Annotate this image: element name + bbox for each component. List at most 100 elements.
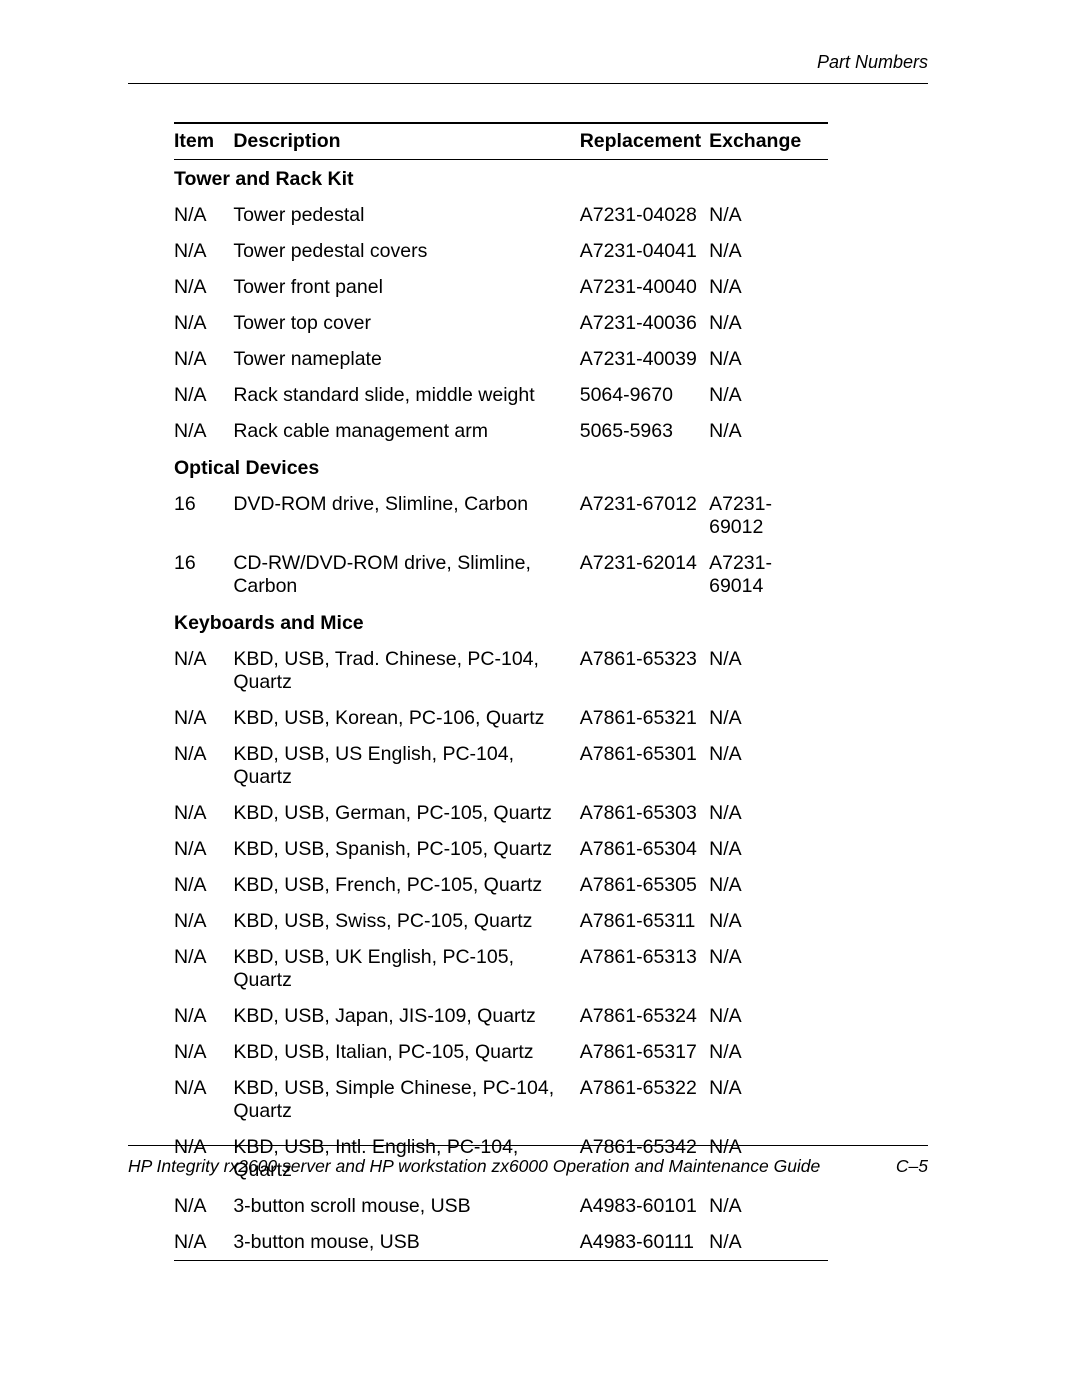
cell-item: 16	[174, 486, 233, 545]
cell-item: N/A	[174, 1188, 233, 1224]
table-row: N/AKBD, USB, Trad. Chinese, PC-104, Quar…	[174, 641, 828, 700]
table-row: N/A KBD, USB, Japan, JIS-109, QuartzA7861…	[174, 998, 828, 1034]
cell-item: N/A	[174, 377, 233, 413]
cell-exchange: N/A	[709, 641, 828, 700]
cell-replacement: A7861-65323	[580, 641, 709, 700]
footer-rule	[128, 1145, 928, 1146]
table-row: N/AKBD, USB, German, PC-105, QuartzA7861…	[174, 795, 828, 831]
cell-item: 16	[174, 545, 233, 604]
table-row: N/ARack cable management arm5065-5963N/A	[174, 413, 828, 449]
cell-replacement: A7231-40039	[580, 341, 709, 377]
page-content: Part Numbers Item Description Replacemen…	[128, 52, 928, 1261]
cell-description: KBD, USB, Spanish, PC-105, Quartz	[233, 831, 579, 867]
cell-description: Tower pedestal	[233, 197, 579, 233]
section-title: Keyboards and Mice	[174, 604, 828, 641]
cell-item: N/A	[174, 736, 233, 795]
cell-replacement: A7861-65304	[580, 831, 709, 867]
cell-exchange: N/A	[709, 998, 828, 1034]
cell-replacement: 5065-5963	[580, 413, 709, 449]
cell-exchange: N/A	[709, 903, 828, 939]
cell-replacement: A7231-04041	[580, 233, 709, 269]
cell-exchange: N/A	[709, 795, 828, 831]
table-row: N/ATower pedestal coversA7231-04041N/A	[174, 233, 828, 269]
cell-item: N/A	[174, 1070, 233, 1129]
cell-replacement: A7861-65311	[580, 903, 709, 939]
cell-replacement: A7861-65303	[580, 795, 709, 831]
cell-description: KBD, USB, Korean, PC-106, Quartz	[233, 700, 579, 736]
cell-replacement: A4983-60101	[580, 1188, 709, 1224]
cell-description: KBD, USB, Japan, JIS-109, Quartz	[233, 998, 579, 1034]
table-row: N/ARack standard slide, middle weight506…	[174, 377, 828, 413]
col-exchange: Exchange	[709, 123, 828, 160]
cell-replacement: A7861-65324	[580, 998, 709, 1034]
cell-exchange: N/A	[709, 831, 828, 867]
cell-exchange: N/A	[709, 867, 828, 903]
table-row: N/AKBD, USB, Swiss, PC-105, QuartzA7861-…	[174, 903, 828, 939]
table-row: N/AKBD, USB, Italian, PC-105, QuartzA786…	[174, 1034, 828, 1070]
table-row: N/A3-button scroll mouse, USBA4983-60101…	[174, 1188, 828, 1224]
page-footer: HP Integrity rx2600 server and HP workst…	[128, 1145, 928, 1177]
table-row: N/AKBD, USB, Simple Chinese, PC-104, Qua…	[174, 1070, 828, 1129]
table-row: N/AKBD, USB, UK English, PC-105, QuartzA…	[174, 939, 828, 998]
col-replacement: Replacement	[580, 123, 709, 160]
cell-item: N/A	[174, 641, 233, 700]
cell-replacement: A7861-65305	[580, 867, 709, 903]
cell-exchange: N/A	[709, 1224, 828, 1261]
cell-replacement: A7231-40036	[580, 305, 709, 341]
col-description: Description	[233, 123, 579, 160]
cell-exchange: A7231-69014	[709, 545, 828, 604]
cell-item: N/A	[174, 867, 233, 903]
cell-replacement: A4983-60111	[580, 1224, 709, 1261]
cell-item: N/A	[174, 305, 233, 341]
cell-item: N/A	[174, 1034, 233, 1070]
cell-replacement: A7231-40040	[580, 269, 709, 305]
section-title: Optical Devices	[174, 449, 828, 486]
table-row: N/ATower nameplateA7231-40039N/A	[174, 341, 828, 377]
cell-description: KBD, USB, Trad. Chinese, PC-104, Quartz	[233, 641, 579, 700]
cell-exchange: N/A	[709, 700, 828, 736]
cell-description: 3-button scroll mouse, USB	[233, 1188, 579, 1224]
cell-description: KBD, USB, Simple Chinese, PC-104, Quartz	[233, 1070, 579, 1129]
cell-description: Tower pedestal covers	[233, 233, 579, 269]
table-row: 16CD-RW/DVD-ROM drive, Slimline, CarbonA…	[174, 545, 828, 604]
table-row: N/A3-button mouse, USBA4983-60111N/A	[174, 1224, 828, 1261]
cell-exchange: N/A	[709, 736, 828, 795]
cell-replacement: A7231-04028	[580, 197, 709, 233]
cell-item: N/A	[174, 903, 233, 939]
cell-description: KBD, USB, Italian, PC-105, Quartz	[233, 1034, 579, 1070]
table-section-header: Optical Devices	[174, 449, 828, 486]
cell-description: 3-button mouse, USB	[233, 1224, 579, 1261]
cell-description: KBD, USB, French, PC-105, Quartz	[233, 867, 579, 903]
cell-replacement: A7861-65301	[580, 736, 709, 795]
cell-exchange: N/A	[709, 1070, 828, 1129]
cell-description: Tower nameplate	[233, 341, 579, 377]
table-row: N/ATower front panelA7231-40040N/A	[174, 269, 828, 305]
footer-text: HP Integrity rx2600 server and HP workst…	[128, 1156, 820, 1177]
cell-description: Tower top cover	[233, 305, 579, 341]
cell-description: KBD, USB, US English, PC-104, Quartz	[233, 736, 579, 795]
cell-description: KBD, USB, German, PC-105, Quartz	[233, 795, 579, 831]
cell-exchange: N/A	[709, 233, 828, 269]
table-row: N/AKBD, USB, Korean, PC-106, QuartzA7861…	[174, 700, 828, 736]
cell-item: N/A	[174, 197, 233, 233]
cell-replacement: A7861-65317	[580, 1034, 709, 1070]
cell-item: N/A	[174, 269, 233, 305]
cell-exchange: N/A	[709, 413, 828, 449]
parts-table: Item Description Replacement Exchange To…	[174, 122, 828, 1261]
cell-item: N/A	[174, 233, 233, 269]
cell-item: N/A	[174, 795, 233, 831]
footer-line: HP Integrity rx2600 server and HP workst…	[128, 1156, 928, 1177]
table-row: N/AKBD, USB, French, PC-105, QuartzA7861…	[174, 867, 828, 903]
cell-item: N/A	[174, 831, 233, 867]
cell-item: N/A	[174, 413, 233, 449]
header-rule	[128, 83, 928, 84]
table-row: N/AKBD, USB, Spanish, PC-105, QuartzA786…	[174, 831, 828, 867]
cell-description: Rack cable management arm	[233, 413, 579, 449]
table-header-row: Item Description Replacement Exchange	[174, 123, 828, 160]
cell-description: KBD, USB, Swiss, PC-105, Quartz	[233, 903, 579, 939]
cell-exchange: N/A	[709, 1188, 828, 1224]
cell-replacement: A7231-67012	[580, 486, 709, 545]
cell-replacement: 5064-9670	[580, 377, 709, 413]
cell-description: Rack standard slide, middle weight	[233, 377, 579, 413]
section-header: Part Numbers	[128, 52, 928, 73]
